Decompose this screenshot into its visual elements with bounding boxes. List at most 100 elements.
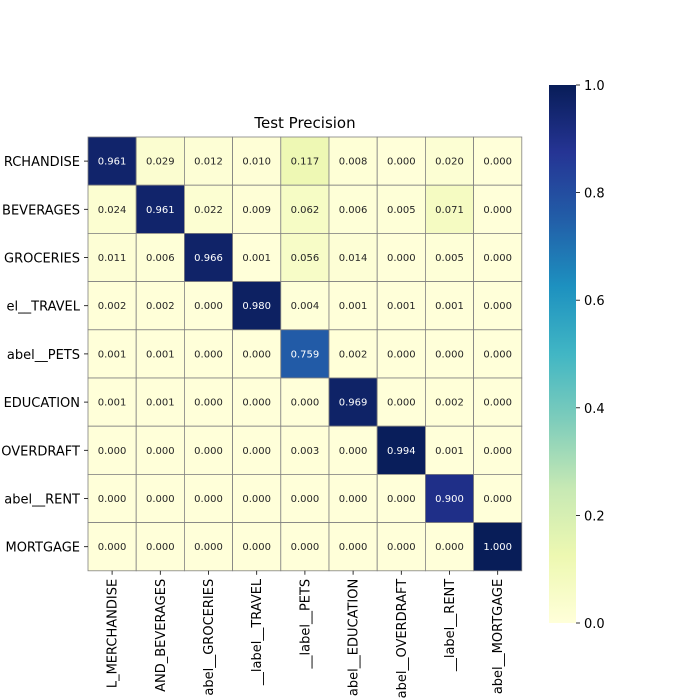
heatmap-cell-value: 0.062 <box>291 205 320 216</box>
heatmap-cell-value: 0.000 <box>194 301 223 312</box>
heatmap-cell-value: 0.056 <box>291 253 320 264</box>
heatmap-cell-value: 0.001 <box>98 398 127 409</box>
heatmap-cell <box>232 281 282 331</box>
heatmap-cell-value: 0.012 <box>194 157 223 168</box>
heatmap-cell-value: 0.980 <box>242 301 271 312</box>
heatmap-cell <box>473 232 523 282</box>
heatmap-cell-value: 0.000 <box>291 494 320 505</box>
heatmap-cell-value: 0.000 <box>483 205 512 216</box>
heatmap-cell <box>135 232 185 282</box>
x-axis-ticks: L_MERCHANDISE AND_BEVERAGES abel__GROCERIE… <box>106 570 506 699</box>
x-tick-label: abel__OVERDRAFT <box>395 579 410 699</box>
heatmap-cell-value: 0.000 <box>242 494 271 505</box>
heatmap-cell <box>424 184 474 234</box>
heatmap-cell <box>376 473 426 523</box>
heatmap-cell-value: 0.001 <box>435 301 464 312</box>
heatmap-cell-value: 0.002 <box>339 349 368 360</box>
y-tick-label: MORTGAGE <box>5 541 80 556</box>
heatmap-cell-value: 0.071 <box>435 205 464 216</box>
heatmap-cell-value: 0.000 <box>242 349 271 360</box>
heatmap-cell <box>87 329 137 379</box>
heatmap-cell <box>473 281 523 331</box>
heatmap-cell <box>87 425 137 475</box>
heatmap-cell-value: 0.003 <box>291 446 320 457</box>
heatmap-cell-value: 0.000 <box>387 157 416 168</box>
heatmap-cell-value: 0.000 <box>483 398 512 409</box>
heatmap-cell <box>183 522 233 572</box>
heatmap-cell-value: 0.010 <box>242 157 271 168</box>
heatmap-cell-value: 0.000 <box>387 253 416 264</box>
heatmap-cell-value: 0.900 <box>435 494 464 505</box>
y-tick-label: GROCERIES <box>4 252 80 267</box>
heatmap-cell <box>232 232 282 282</box>
heatmap-cell <box>473 473 523 523</box>
heatmap-cell-value: 0.000 <box>483 253 512 264</box>
heatmap-cell <box>183 329 233 379</box>
colorbar-ticks: 0.0 0.2 0.4 0.6 0.8 1.0 <box>576 79 605 632</box>
heatmap-cell-value: 0.000 <box>483 301 512 312</box>
colorbar-tick-label: 0.8 <box>584 187 605 202</box>
heatmap-cell <box>232 377 282 427</box>
heatmap-cell-value: 0.008 <box>339 157 368 168</box>
heatmap-cell-value: 0.005 <box>435 253 464 264</box>
x-tick-label: __label__PETS <box>298 579 313 670</box>
y-tick-label: OVERDRAFT <box>1 444 80 459</box>
x-tick-label: L_MERCHANDISE <box>106 579 121 688</box>
x-tick-label: abel__GROCERIES <box>202 579 217 696</box>
heatmap-cell <box>183 232 233 282</box>
heatmap-cell-value: 0.961 <box>98 157 127 168</box>
heatmap-cell <box>328 473 378 523</box>
heatmap-cell-value: 0.000 <box>146 446 175 457</box>
heatmap-cell-value: 0.002 <box>98 301 127 312</box>
heatmap-cell-value: 0.000 <box>194 494 223 505</box>
heatmap-cell-value: 0.000 <box>435 542 464 553</box>
heatmap-cell-value: 0.000 <box>194 398 223 409</box>
y-tick-label: el__TRAVEL <box>7 300 81 315</box>
heatmap-cell <box>135 377 185 427</box>
heatmap-cell-value: 0.000 <box>194 446 223 457</box>
y-tick-label: EDUCATION <box>4 396 80 411</box>
colorbar-tick-label: 1.0 <box>584 79 605 94</box>
heatmap-cell-value: 0.000 <box>435 349 464 360</box>
heatmap-cell-value: 0.961 <box>146 205 175 216</box>
heatmap-cell-value: 0.002 <box>146 301 175 312</box>
heatmap-cell <box>135 136 185 186</box>
colorbar-tick-label: 0.6 <box>584 294 605 309</box>
heatmap-cell <box>87 281 137 331</box>
heatmap-cell <box>87 136 137 186</box>
heatmap-cells <box>87 136 523 572</box>
heatmap-cell-value: 0.001 <box>146 349 175 360</box>
heatmap-cell-value: 0.969 <box>339 398 368 409</box>
heatmap-cell-value: 0.000 <box>98 446 127 457</box>
heatmap-cell <box>232 329 282 379</box>
heatmap-cell <box>280 425 330 475</box>
heatmap-cell <box>280 522 330 572</box>
x-tick-label: abel__EDUCATION <box>347 579 362 696</box>
heatmap-cell-value: 0.000 <box>483 157 512 168</box>
heatmap-cell <box>87 232 137 282</box>
heatmap-cell-value: 0.005 <box>387 205 416 216</box>
heatmap-cell <box>135 425 185 475</box>
heatmap-cell-value: 0.024 <box>98 205 127 216</box>
heatmap-cell-value: 0.117 <box>291 157 320 168</box>
colorbar-gradient <box>549 85 576 623</box>
heatmap-cell-value: 0.001 <box>339 301 368 312</box>
heatmap-cell <box>135 522 185 572</box>
heatmap-cell-value: 0.002 <box>435 398 464 409</box>
heatmap-cell <box>328 377 378 427</box>
heatmap-cell-value: 0.000 <box>242 542 271 553</box>
heatmap-cell <box>424 377 474 427</box>
heatmap-cell <box>473 184 523 234</box>
heatmap-cell-value: 0.001 <box>242 253 271 264</box>
heatmap-cell <box>183 473 233 523</box>
y-axis-ticks: RCHANDISE BEVERAGES GROCERIES el__TRAVELabe… <box>1 155 88 556</box>
heatmap-cell-value: 0.009 <box>242 205 271 216</box>
heatmap-cell <box>473 522 523 572</box>
heatmap-cell-value: 0.966 <box>194 253 223 264</box>
colorbar-tick-label: 0.2 <box>584 509 605 524</box>
heatmap-cell-value: 0.000 <box>339 494 368 505</box>
heatmap-cell <box>87 377 137 427</box>
heatmap-cell-value: 0.000 <box>146 494 175 505</box>
y-tick-label: RCHANDISE <box>4 155 80 170</box>
